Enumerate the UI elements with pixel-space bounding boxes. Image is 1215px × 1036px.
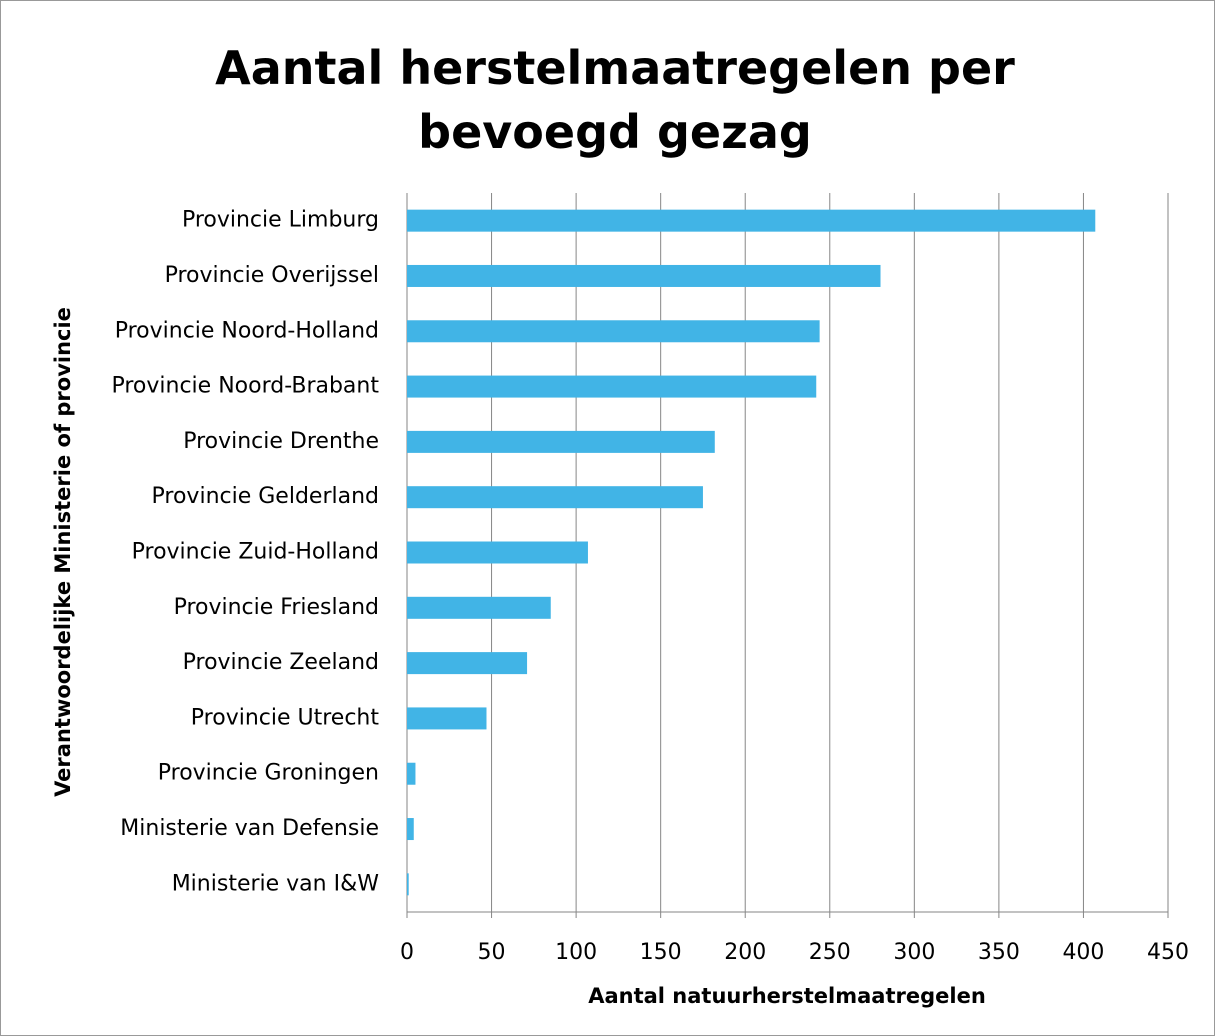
y-tick-label: Provincie Limburg	[182, 208, 379, 233]
bar	[407, 264, 881, 287]
x-tick-label: 350	[978, 940, 1020, 965]
y-tick-label: Provincie Drenthe	[183, 429, 379, 454]
bar	[407, 762, 416, 785]
bar	[407, 652, 528, 675]
bar	[407, 818, 414, 841]
x-tick-label: 100	[555, 940, 597, 965]
chart-title: Aantal herstelmaatregelen per bevoegd ge…	[215, 41, 1015, 159]
y-tick-label: Provincie Groningen	[158, 761, 379, 786]
bar	[407, 430, 715, 453]
bar	[407, 873, 409, 896]
y-tick-label: Provincie Overijssel	[165, 263, 379, 288]
y-tick-label: Ministerie van I&W	[172, 871, 380, 896]
bar	[407, 375, 817, 398]
x-tick-label: 150	[640, 940, 682, 965]
y-tick-label: Provincie Zeeland	[183, 650, 379, 675]
x-tick-label: 450	[1147, 940, 1189, 965]
bar	[407, 596, 551, 619]
x-tick-label: 50	[478, 940, 506, 965]
x-axis-title: Aantal natuurherstelmaatregelen	[588, 984, 986, 1008]
bar	[407, 320, 820, 343]
x-tick-label: 400	[1062, 940, 1104, 965]
bar	[407, 541, 588, 564]
y-tick-label: Provincie Gelderland	[152, 484, 379, 509]
x-tick-label: 250	[809, 940, 851, 965]
y-tick-label: Ministerie van Defensie	[120, 816, 379, 841]
y-tick-label: Provincie Utrecht	[191, 705, 380, 730]
y-tick-label: Provincie Zuid-Holland	[132, 540, 379, 565]
y-tick-label: Provincie Noord-Brabant	[111, 374, 379, 399]
bar	[407, 486, 703, 509]
x-tick-label: 0	[400, 940, 414, 965]
x-tick-label: 200	[724, 940, 766, 965]
y-tick-label: Provincie Friesland	[174, 595, 379, 620]
y-axis-title: Verantwoordelijke Ministerie of provinci…	[51, 307, 75, 797]
bar	[407, 707, 487, 730]
x-tick-label: 300	[893, 940, 935, 965]
bar	[407, 209, 1096, 232]
y-tick-label: Provincie Noord-Holland	[115, 318, 379, 343]
